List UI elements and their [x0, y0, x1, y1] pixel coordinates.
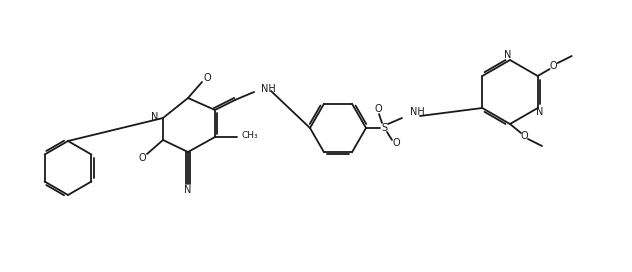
- Text: O: O: [374, 104, 382, 114]
- Text: N: N: [185, 185, 191, 195]
- Text: NH: NH: [261, 84, 276, 94]
- Text: N: N: [504, 50, 512, 60]
- Text: NH: NH: [410, 107, 425, 117]
- Text: N: N: [536, 107, 544, 117]
- Text: CH₃: CH₃: [242, 131, 258, 141]
- Text: N: N: [151, 112, 159, 122]
- Text: O: O: [203, 73, 211, 83]
- Text: S: S: [381, 123, 387, 133]
- Text: O: O: [392, 138, 400, 148]
- Text: O: O: [550, 61, 557, 71]
- Text: O: O: [520, 131, 528, 141]
- Text: O: O: [138, 153, 146, 163]
